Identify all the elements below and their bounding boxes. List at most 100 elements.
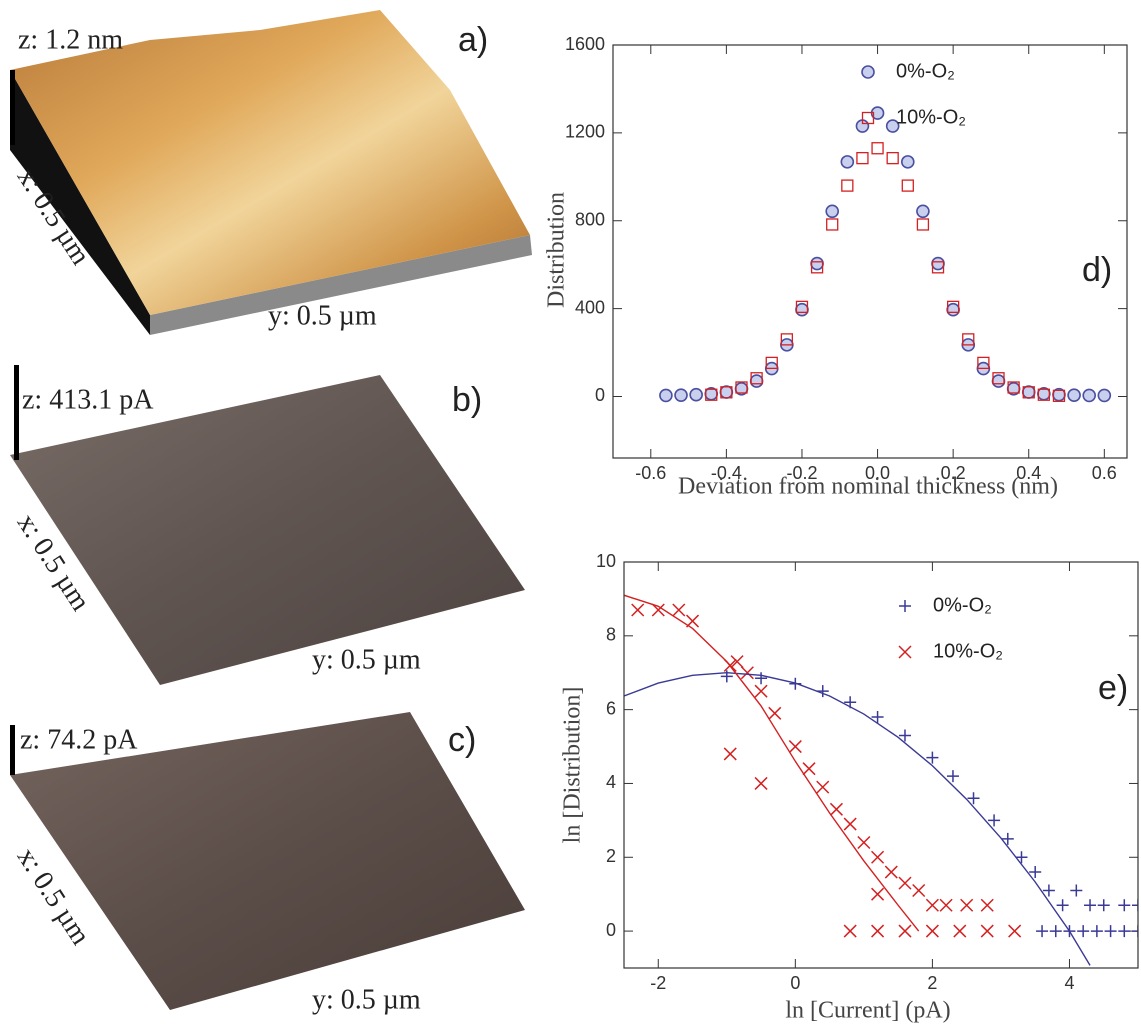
data-point (754, 684, 768, 698)
afm-panel-a: z: 1.2 nm a) x: 0.5 µm y: 0.5 µm (10, 10, 532, 335)
data-point (931, 256, 945, 271)
x-tick-label: 2 (927, 973, 937, 993)
x-tick-label: 0 (790, 973, 800, 993)
data-point (1056, 899, 1069, 912)
data-point (1097, 388, 1112, 403)
afm-panel-b: z: 413.1 pA b) x: 0.5 µm y: 0.5 µm (10, 365, 525, 685)
x-tick-label: -0.2 (786, 463, 817, 483)
data-point (740, 666, 754, 680)
panel-label: e) (1098, 669, 1128, 707)
data-point (1049, 925, 1062, 938)
data-point (788, 740, 802, 754)
data-point (1090, 925, 1103, 938)
surface-side (10, 70, 150, 335)
data-point (988, 814, 1001, 827)
data-point (795, 300, 809, 314)
x-tick-label: -0.6 (635, 463, 666, 483)
data-point (953, 924, 967, 938)
plot-area (624, 594, 1138, 966)
y-size: y: 0.5 µm (312, 984, 421, 1015)
data-point (768, 706, 782, 720)
data-point (871, 142, 884, 155)
y-tick-label: 1600 (565, 34, 605, 54)
x-tick-label: -0.4 (711, 463, 742, 483)
data-point (1067, 388, 1081, 402)
data-point (829, 802, 843, 816)
data-point (765, 356, 778, 370)
x-tick-label: 0.4 (1016, 463, 1041, 483)
y-tick-label: 400 (575, 297, 605, 317)
data-point (980, 898, 994, 912)
x-tick-label: 0.0 (865, 463, 890, 483)
y-tick-label: 0 (606, 920, 616, 940)
data-point (898, 924, 912, 938)
data-point (1036, 925, 1049, 938)
data-point (912, 883, 926, 898)
data-point (810, 261, 824, 274)
data-point (723, 747, 737, 761)
legend-label: 0%-O₂ (933, 594, 992, 616)
z-range: z: 74.2 pA (20, 724, 138, 755)
x-tick-label: -2 (650, 973, 666, 993)
data-point (749, 374, 764, 388)
y-tick-label: 0 (595, 385, 605, 405)
data-point (1104, 925, 1117, 938)
data-point (1022, 386, 1035, 399)
data-point (1015, 851, 1028, 864)
data-point (900, 155, 915, 169)
data-point (1132, 899, 1138, 912)
y-axis-label: ln [Distribution] (560, 687, 586, 844)
data-point (1118, 925, 1131, 938)
data-point (1132, 925, 1138, 938)
surface-side (150, 235, 532, 335)
y-size: y: 0.5 µm (312, 644, 421, 675)
data-point (802, 762, 816, 776)
chart-1: -2 0 2 4 0 2 4 6 8 10 ln [Current] (pA) ln [Distrib… (560, 551, 1139, 1024)
x-tick-label: 4 (1064, 973, 1074, 993)
afm-surface (10, 375, 525, 685)
y-tick-label: 8 (606, 625, 616, 645)
y-tick-label: 6 (606, 698, 616, 718)
legend-label: 0%-O₂ (896, 60, 955, 82)
data-point (672, 603, 686, 617)
data-point (977, 356, 990, 370)
x-axis-label: Deviation from nominal thickness (nm) (678, 474, 1058, 500)
y-tick-label: 1200 (565, 122, 605, 142)
data-point (939, 898, 953, 912)
plot-frame (623, 561, 1139, 969)
data-point (926, 751, 939, 764)
data-point (960, 898, 974, 912)
panel-label: d) (1082, 251, 1112, 289)
plot-area (659, 106, 1112, 403)
data-point (1070, 884, 1083, 897)
data-point (898, 876, 912, 890)
data-point (674, 388, 688, 402)
y-tick-label: 800 (575, 209, 605, 229)
data-point (946, 302, 960, 317)
afm-panel-c: z: 74.2 pA c) x: 0.5 µm y: 0.5 µm (10, 712, 525, 1015)
data-point (750, 372, 763, 385)
y-tick-label: 10 (596, 551, 616, 571)
x-tick-label: 0.6 (1092, 463, 1117, 483)
data-point (1037, 388, 1051, 401)
data-point (825, 204, 840, 219)
data-point (1084, 899, 1097, 912)
legend-label: 10%-O₂ (933, 640, 1003, 662)
data-point (843, 924, 857, 938)
data-point (898, 729, 911, 742)
data-point (857, 835, 871, 850)
fit-line (624, 594, 920, 932)
data-point (884, 865, 898, 879)
data-point (1021, 385, 1036, 399)
data-point (631, 603, 645, 617)
fit-line (624, 672, 1091, 966)
data-point (651, 603, 665, 617)
data-point (1042, 884, 1055, 897)
data-point (730, 655, 744, 669)
data-point (1097, 899, 1110, 912)
afm-surface (10, 712, 525, 1010)
plot-frame (612, 44, 1128, 459)
data-point (925, 924, 939, 938)
data-point (1007, 381, 1020, 394)
data-point (871, 711, 884, 724)
